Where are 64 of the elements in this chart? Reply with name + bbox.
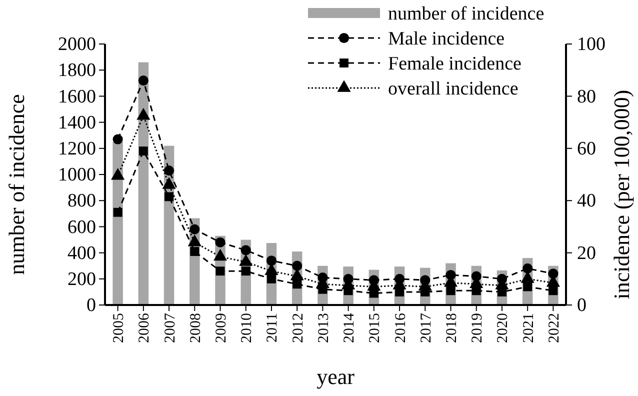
point (266, 256, 277, 266)
x-tick-label: 2005 (111, 313, 128, 343)
point (164, 192, 174, 202)
x-tick-label: 2018 (444, 313, 460, 343)
y-axis-title: number of incidence (4, 94, 29, 275)
y-tick-label: 1200 (58, 138, 96, 160)
y2-axis-title: incidence (per 100,000) (609, 90, 634, 300)
point (138, 76, 148, 86)
point (523, 282, 532, 292)
x-tick-label: 2009 (214, 313, 230, 343)
point (164, 166, 174, 176)
y2-tick-label: 100 (577, 34, 606, 56)
legend-label: overall incidence (388, 78, 518, 100)
point (446, 286, 456, 296)
legend-label: Male incidence (388, 28, 505, 50)
x-tick-label: 2006 (136, 312, 153, 343)
x-tick-label: 2010 (239, 313, 256, 343)
x-tick-label: 2013 (316, 313, 332, 343)
y-tick-label: 600 (68, 216, 96, 238)
x-tick-label: 2011 (264, 313, 281, 342)
legend-label: Female incidence (388, 54, 522, 75)
point (292, 260, 302, 271)
point (292, 280, 302, 289)
legend-label: number of incidence (388, 4, 544, 25)
x-tick-label: 2007 (162, 312, 178, 343)
point (267, 274, 276, 284)
x-axis-title: year (316, 364, 356, 389)
point (190, 224, 200, 234)
x-tick-label: 2021 (520, 313, 537, 343)
bar (112, 142, 123, 305)
point (112, 134, 123, 144)
x-tick-label: 2008 (188, 313, 204, 343)
y-tick-label: 1600 (58, 86, 96, 108)
y-tick-label: 400 (68, 242, 96, 264)
point (216, 266, 225, 276)
point (215, 237, 226, 248)
y-tick-label: 1800 (58, 60, 96, 82)
y2-tick-label: 20 (577, 242, 596, 264)
y-tick-label: 1400 (58, 112, 96, 134)
x-tick-label: 2012 (290, 313, 306, 343)
y-tick-label: 800 (68, 190, 96, 212)
x-tick-label: 2017 (418, 312, 434, 343)
y2-tick-label: 40 (577, 190, 596, 212)
x-tick-label: 2019 (470, 313, 486, 343)
x-tick-label: 2016 (392, 312, 409, 343)
y2-tick-label: 60 (577, 138, 596, 160)
y2-tick-label: 80 (577, 86, 596, 108)
y-tick-label: 0 (86, 295, 96, 316)
y2-tick-label: 0 (577, 295, 586, 316)
point (522, 263, 533, 274)
x-tick-label: 2022 (546, 313, 562, 343)
point (113, 208, 122, 217)
point (240, 245, 251, 256)
point (241, 266, 250, 276)
point (138, 146, 148, 156)
y-tick-label: 2000 (58, 34, 96, 56)
y-tick-label: 1000 (58, 164, 96, 186)
point (548, 286, 558, 296)
point (190, 247, 200, 256)
x-tick-label: 2014 (342, 312, 358, 343)
x-tick-label: 2020 (495, 313, 512, 343)
x-tick-label: 2015 (367, 313, 384, 343)
y-tick-label: 200 (68, 268, 96, 290)
bar (138, 62, 149, 305)
